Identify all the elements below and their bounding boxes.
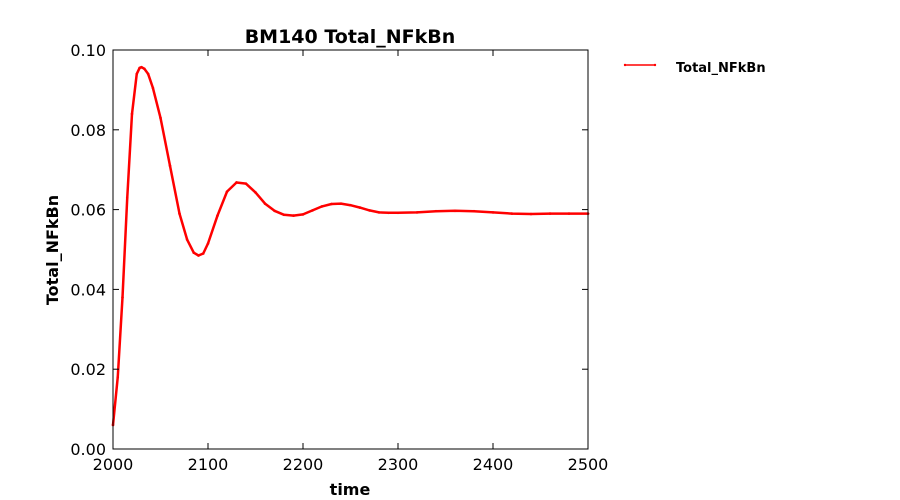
- data-point: [434, 209, 438, 213]
- legend-label-total-nfkbn: Total_NFkBn: [676, 61, 766, 76]
- x-axis-title: time: [330, 480, 371, 499]
- y-tick-label: 0.10: [70, 41, 106, 60]
- y-axis-title: Total_NFkBn: [43, 195, 62, 305]
- data-point: [146, 72, 150, 76]
- data-point: [377, 211, 381, 214]
- data-point: [301, 213, 305, 216]
- data-point: [116, 375, 120, 379]
- data-point: [192, 251, 196, 254]
- data-point: [197, 254, 200, 257]
- y-tick-label: 0.00: [70, 440, 106, 459]
- data-point: [151, 86, 155, 90]
- data-point: [225, 190, 229, 193]
- x-tick-label: 2200: [283, 455, 324, 474]
- y-tick-label: 0.02: [70, 360, 106, 379]
- data-point: [529, 212, 533, 216]
- data-point: [254, 191, 257, 194]
- data-point: [244, 182, 248, 185]
- data-point: [121, 296, 124, 299]
- data-point: [159, 116, 162, 120]
- x-tick-label: 2000: [93, 455, 134, 474]
- data-point: [235, 181, 238, 184]
- data-point: [320, 205, 324, 208]
- data-point: [510, 212, 514, 215]
- data-point: [387, 211, 390, 215]
- x-tick-label: 2300: [378, 455, 419, 474]
- data-point: [339, 202, 343, 205]
- data-point: [358, 206, 362, 209]
- y-tick-label: 0.08: [70, 121, 106, 140]
- data-point: [216, 214, 219, 217]
- data-point: [130, 112, 134, 116]
- data-point: [330, 202, 333, 206]
- legend-marker-end: [653, 63, 657, 67]
- data-point: [311, 209, 314, 212]
- data-point: [292, 214, 295, 217]
- legend: Total_NFkBn: [623, 61, 766, 76]
- chart-title: BM140 Total_NFkBn: [245, 26, 456, 48]
- data-point: [125, 196, 129, 199]
- data-point: [168, 164, 172, 168]
- data-point: [201, 252, 205, 255]
- y-tick-label: 0.04: [70, 280, 106, 299]
- plot-frame: [112, 49, 589, 450]
- data-point: [206, 242, 210, 245]
- data-point: [178, 212, 181, 215]
- series-line-0: [111, 65, 590, 427]
- data-point: [415, 211, 419, 214]
- x-tick-label: 2400: [473, 455, 514, 474]
- data-point: [368, 209, 371, 212]
- data-point: [472, 209, 476, 213]
- data-point: [567, 212, 571, 215]
- data-point: [548, 212, 552, 215]
- data-point: [135, 72, 139, 76]
- data-point: [453, 209, 457, 213]
- data-point: [491, 211, 495, 214]
- data-point: [143, 67, 146, 71]
- data-point: [349, 203, 352, 207]
- data-point: [140, 65, 143, 69]
- data-point: [185, 238, 189, 241]
- data-point: [396, 211, 400, 215]
- data-point: [263, 202, 267, 205]
- legend-marker-start: [623, 63, 627, 67]
- x-tick-label: 2100: [188, 455, 229, 474]
- y-tick-label: 0.06: [70, 201, 106, 220]
- data-point: [273, 209, 276, 213]
- plot-area: 2000 2100 2200 2300 2400 2500 0.00 0.02 0.04 0.06…: [70, 41, 608, 474]
- data-point: [282, 213, 286, 217]
- x-tick-label: 2500: [568, 455, 609, 474]
